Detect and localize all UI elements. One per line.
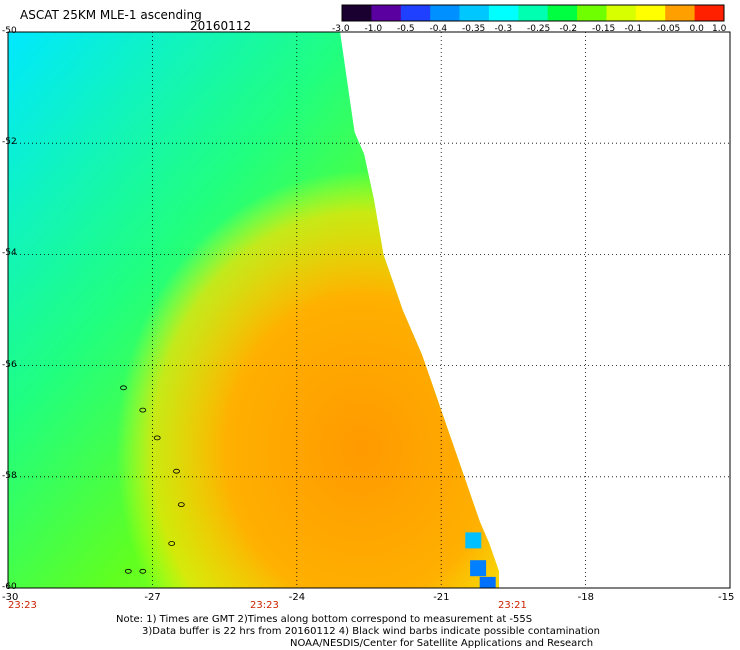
- colorbar-label: -0.3: [494, 24, 513, 34]
- colorbar-label: -0.5: [397, 24, 415, 34]
- colorbar-label: -0.15: [592, 24, 616, 34]
- colorbar-label: -3.0: [332, 24, 350, 34]
- low-wind-cell: [479, 576, 496, 588]
- chart-date: 20160112: [190, 19, 252, 33]
- y-tick-label: -50: [2, 26, 17, 36]
- colorbar-label: -0.35: [462, 24, 486, 34]
- colorbar-swatch: [371, 5, 402, 21]
- x-tick-label: -24: [288, 592, 306, 603]
- low-wind-cell: [470, 560, 487, 577]
- colorbar-swatch: [665, 5, 696, 21]
- swath-warm-area: [8, 32, 499, 588]
- note-line-1: Note: 1) Times are GMT 2)Times along bot…: [116, 614, 533, 625]
- colorbar-swatch: [518, 5, 549, 21]
- colorbar-swatch: [577, 5, 607, 21]
- island-outline: [173, 468, 180, 474]
- colorbar: [341, 4, 725, 22]
- colorbar-label: 1.0: [712, 24, 727, 34]
- low-wind-cell: [465, 532, 482, 549]
- island-outline: [168, 541, 176, 546]
- colorbar-swatch: [430, 5, 461, 21]
- map-gridlines: [8, 32, 730, 588]
- island-outline: [177, 502, 185, 508]
- island-outlines: [120, 385, 185, 574]
- colorbar-label: -0.4: [429, 24, 448, 34]
- island-outline: [139, 568, 147, 574]
- colorbar-label: -0.05: [657, 24, 681, 34]
- colorbar-label: -0.2: [559, 24, 578, 34]
- colorbar-swatch: [400, 5, 431, 21]
- colorbar-frame: [341, 4, 725, 22]
- y-tick-label: -54: [2, 248, 17, 259]
- colorbar-swatch: [606, 5, 637, 21]
- plot-frame: [7, 31, 731, 589]
- x-tick-label: -15: [718, 592, 735, 603]
- colorbar-swatch: [488, 5, 519, 21]
- y-tick-label: -58: [2, 470, 17, 481]
- colorbar-label: -0.1: [624, 24, 643, 34]
- note-line-2: 3)Data buffer is 22 hrs from 20160112 4)…: [142, 626, 600, 637]
- colorbar-swatch: [342, 5, 372, 21]
- colorbar-swatch: [459, 5, 490, 21]
- chart-title: ASCAT 25KM MLE-1 ascending: [20, 8, 202, 22]
- island-outline: [153, 435, 161, 441]
- colorbar-label: 0.0: [689, 24, 704, 34]
- y-tick-label: -56: [2, 359, 17, 370]
- x-tick-label: -21: [433, 592, 450, 603]
- time-label: 23:23: [8, 600, 37, 611]
- island-outline: [124, 568, 132, 574]
- x-tick-label: -27: [144, 592, 161, 603]
- time-label: 23:23: [250, 600, 279, 611]
- colorbar-swatch: [635, 5, 666, 21]
- colorbar-label: -1.0: [364, 24, 383, 34]
- island-outline: [120, 385, 127, 391]
- y-tick-label: -52: [2, 137, 17, 148]
- time-label: 23:21: [498, 600, 527, 611]
- x-tick-label: -30: [2, 592, 19, 603]
- colorbar-swatch: [694, 5, 725, 21]
- y-tick-label: -60: [2, 582, 17, 592]
- island-outline: [139, 407, 147, 413]
- x-tick-label: -18: [577, 592, 594, 603]
- note-line-3: NOAA/NESDIS/Center for Satellite Applica…: [290, 638, 594, 649]
- swath-low-wind-area: [465, 532, 496, 588]
- colorbar-label: -0.25: [527, 24, 551, 34]
- colorbar-swatch: [547, 5, 578, 21]
